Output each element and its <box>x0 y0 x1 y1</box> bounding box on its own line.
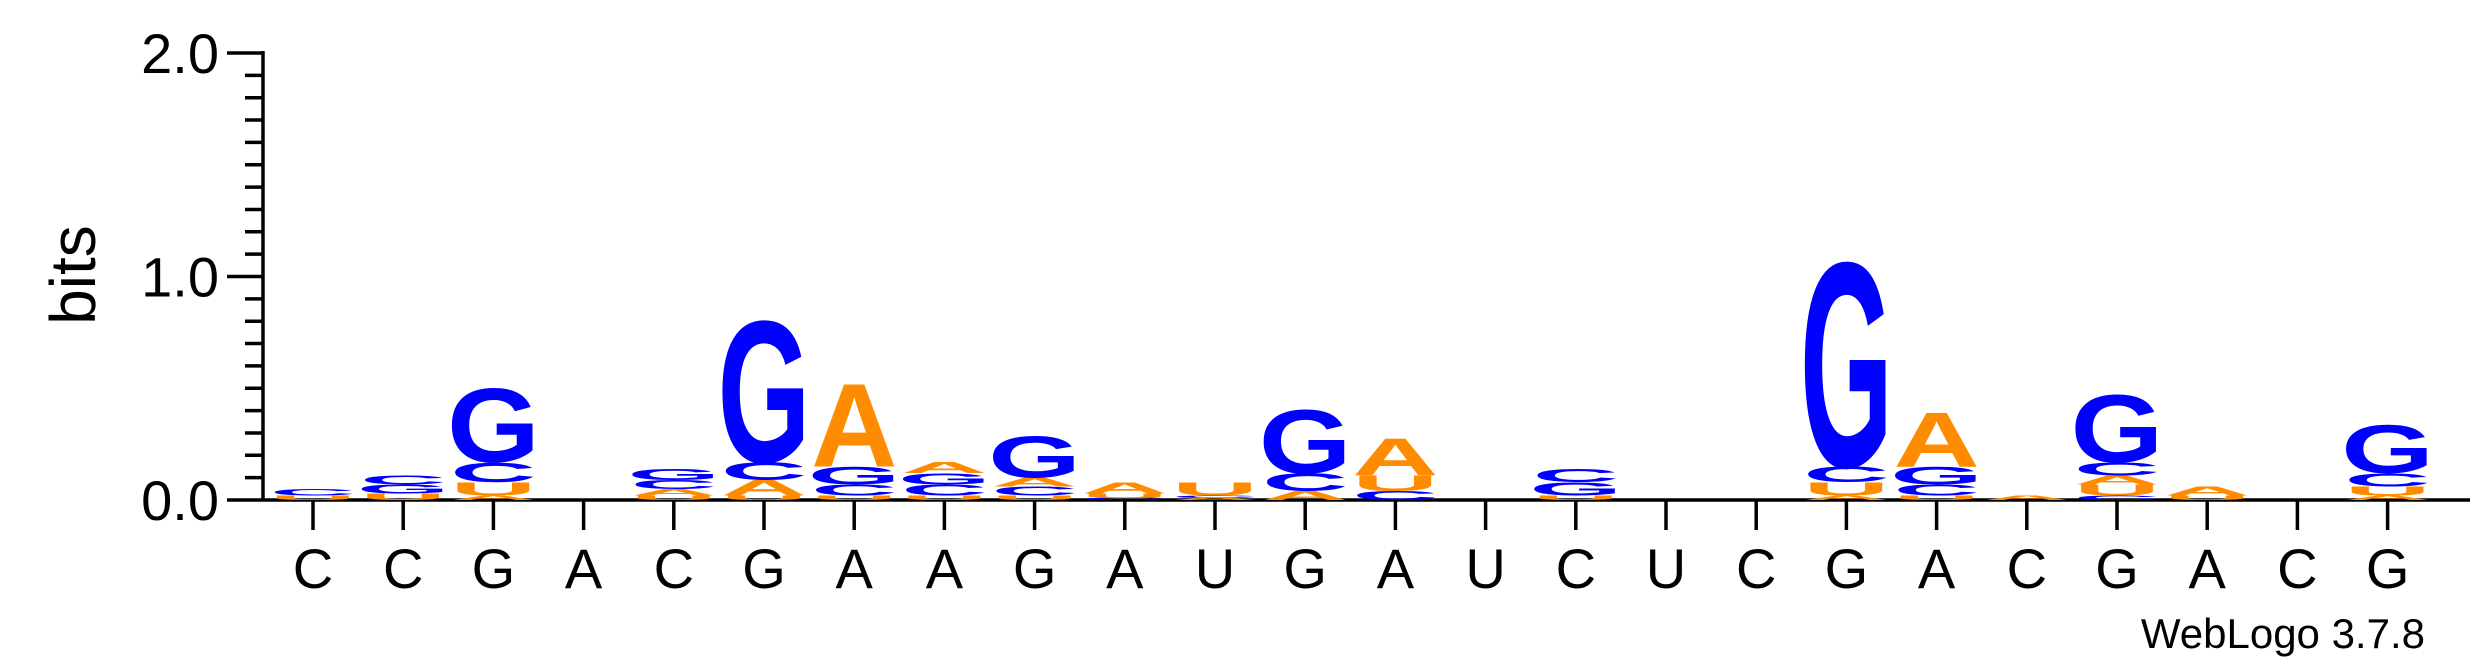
x-tick-label: C <box>2007 537 2047 600</box>
x-tick-label: A <box>1106 537 1144 600</box>
logo-glyph-U: U <box>1082 492 1168 499</box>
logo-glyph-A: A <box>1352 427 1438 487</box>
logo-glyph-U: U <box>901 494 987 501</box>
logo-glyph-A: A <box>1262 489 1348 503</box>
logo-glyph-C: C <box>811 482 897 499</box>
logo-glyph-U: U <box>1893 494 1979 501</box>
logo-glyph-G: G <box>447 366 540 484</box>
logo-glyph-G: G <box>718 279 811 506</box>
logo-glyph-G: G <box>1529 479 1622 500</box>
logo-glyph-C: C <box>991 484 1077 498</box>
x-tick-label: A <box>565 537 603 600</box>
logo-glyph-U: U <box>631 494 717 501</box>
logo-glyph-C: C <box>2074 494 2160 501</box>
logo-glyph-U: U <box>270 494 356 501</box>
logo-glyph-A: A <box>450 494 536 501</box>
logo-glyph-G: G <box>2071 376 2164 484</box>
x-tick-label: A <box>2189 537 2227 600</box>
y-tick-label: 1.0 <box>141 246 219 309</box>
logo-glyph-G: G <box>357 482 450 496</box>
logo-glyph-A: A <box>1172 497 1258 500</box>
logo-glyph-A: A <box>991 475 1077 489</box>
logo-glyph-U: U <box>721 494 807 501</box>
logo-glyph-U: U <box>360 491 446 502</box>
weblogo-credit: WebLogo 3.7.8 <box>2141 610 2425 657</box>
logo-glyph-U: U <box>450 479 536 500</box>
logo-glyph-G: G <box>1259 392 1352 493</box>
logo-glyph-A: A <box>901 459 987 476</box>
logo-glyph-G: G <box>1890 462 1983 490</box>
logo-glyph-C: C <box>2344 470 2430 491</box>
y-tick-label: 2.0 <box>141 22 219 85</box>
x-tick-label: C <box>1736 537 1776 600</box>
logo-glyph-U: U <box>2074 482 2160 499</box>
logo-glyph-C: C <box>1262 469 1348 497</box>
logo-glyph-U: U <box>1803 479 1889 500</box>
x-tick-label: G <box>1013 537 1057 600</box>
x-tick-label: A <box>926 537 964 600</box>
logo-glyph-G: G <box>898 470 991 487</box>
logo-glyph-U: U <box>991 494 1077 501</box>
y-tick-label: 0.0 <box>141 469 219 532</box>
logo-glyph-C: C <box>1533 465 1619 486</box>
x-tick-label: A <box>1377 537 1415 600</box>
logo-glyph-C: C <box>721 458 807 486</box>
logo-glyph-G: G <box>1800 202 1893 529</box>
logo-glyph-U: U <box>2344 484 2430 498</box>
logo-glyph-C: C <box>1172 495 1258 498</box>
x-tick-label: U <box>1195 537 1235 600</box>
logo-glyph-U: U <box>1172 479 1258 500</box>
logo-glyph-A: A <box>2344 494 2430 501</box>
logo-glyph-U: U <box>811 494 897 501</box>
logo-glyph-C: C <box>2074 459 2160 480</box>
logo-glyph-U: U <box>1533 494 1619 501</box>
x-tick-label: C <box>654 537 694 600</box>
logo-glyph-A: A <box>1082 479 1168 496</box>
axes: 0.0 1.0 2.0 <box>141 22 2470 532</box>
x-tick-label: A <box>1918 537 1956 600</box>
x-tick-label: C <box>2277 537 2317 600</box>
logo-glyph-C: C <box>360 473 446 487</box>
logo-glyph-C: C <box>1352 489 1438 503</box>
x-tick-label: G <box>2095 537 2139 600</box>
logo-glyph-U: U <box>2164 494 2250 501</box>
logo-glyph-G: G <box>2341 411 2434 488</box>
logo-glyph-A: A <box>721 476 807 500</box>
logo-glyph-U: U <box>1352 471 1438 495</box>
logo-glyph-A: A <box>1984 494 2070 501</box>
x-tick-label: U <box>1465 537 1505 600</box>
x-tick-label: A <box>836 537 874 600</box>
logo-glyph-A: A <box>1803 494 1889 501</box>
logo-glyph-C: C <box>270 487 356 498</box>
logo-glyph-G: G <box>808 462 901 490</box>
x-tick-label: G <box>1283 537 1327 600</box>
x-tick-label: G <box>2366 537 2410 600</box>
logo-glyph-C: C <box>901 482 987 499</box>
x-tick-label: G <box>472 537 516 600</box>
logo-glyph-C: C <box>1893 482 1979 499</box>
logo-glyph-G: G <box>988 424 1081 490</box>
x-tick-label: C <box>383 537 423 600</box>
x-tick-label: G <box>1825 537 1869 600</box>
logo-glyph-A: A <box>631 487 717 498</box>
x-tick-label: C <box>293 537 333 600</box>
logo-glyph-G: G <box>627 466 720 483</box>
logo-glyph-C: C <box>631 478 717 492</box>
logo-glyph-C: C <box>1803 463 1889 487</box>
x-tick-label: G <box>742 537 786 600</box>
logo-glyph-A: A <box>1893 397 1979 484</box>
x-tick-label: C <box>1556 537 1596 600</box>
x-tick-label: U <box>1646 537 1686 600</box>
logo-glyph-C: C <box>450 457 536 488</box>
logo-glyph-C: C <box>1082 497 1168 500</box>
y-axis-label: bits <box>37 225 109 325</box>
logo-glyph-A: A <box>811 360 897 493</box>
logo-glyph-A: A <box>2164 484 2250 498</box>
logo-glyph-A: A <box>2074 473 2160 487</box>
